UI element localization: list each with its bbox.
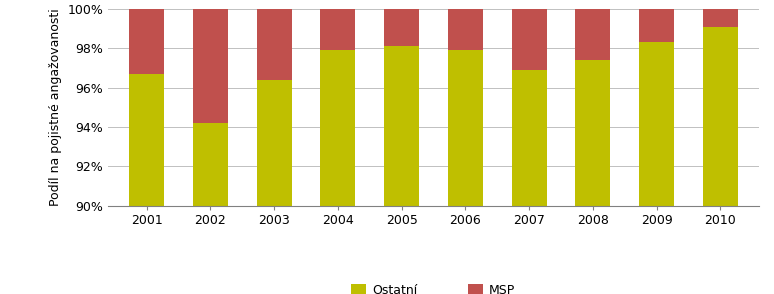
Bar: [575, 9, 611, 60]
Bar: [703, 26, 738, 206]
Bar: [384, 46, 419, 206]
Bar: [448, 9, 483, 50]
Bar: [320, 50, 355, 206]
Bar: [193, 9, 228, 123]
Bar: [256, 9, 292, 80]
Bar: [448, 50, 483, 206]
Bar: [193, 123, 228, 206]
Y-axis label: Podíl na pojistné angažovanosti: Podíl na pojistné angažovanosti: [49, 9, 62, 206]
Bar: [639, 9, 674, 42]
Bar: [129, 9, 164, 74]
Bar: [129, 74, 164, 206]
Bar: [639, 42, 674, 206]
Bar: [512, 9, 546, 70]
Bar: [703, 9, 738, 26]
Bar: [256, 80, 292, 206]
Bar: [512, 70, 546, 206]
Bar: [575, 60, 611, 206]
Legend: Ostatní, MSP: Ostatní, MSP: [347, 279, 520, 294]
Bar: [384, 9, 419, 46]
Bar: [320, 9, 355, 50]
